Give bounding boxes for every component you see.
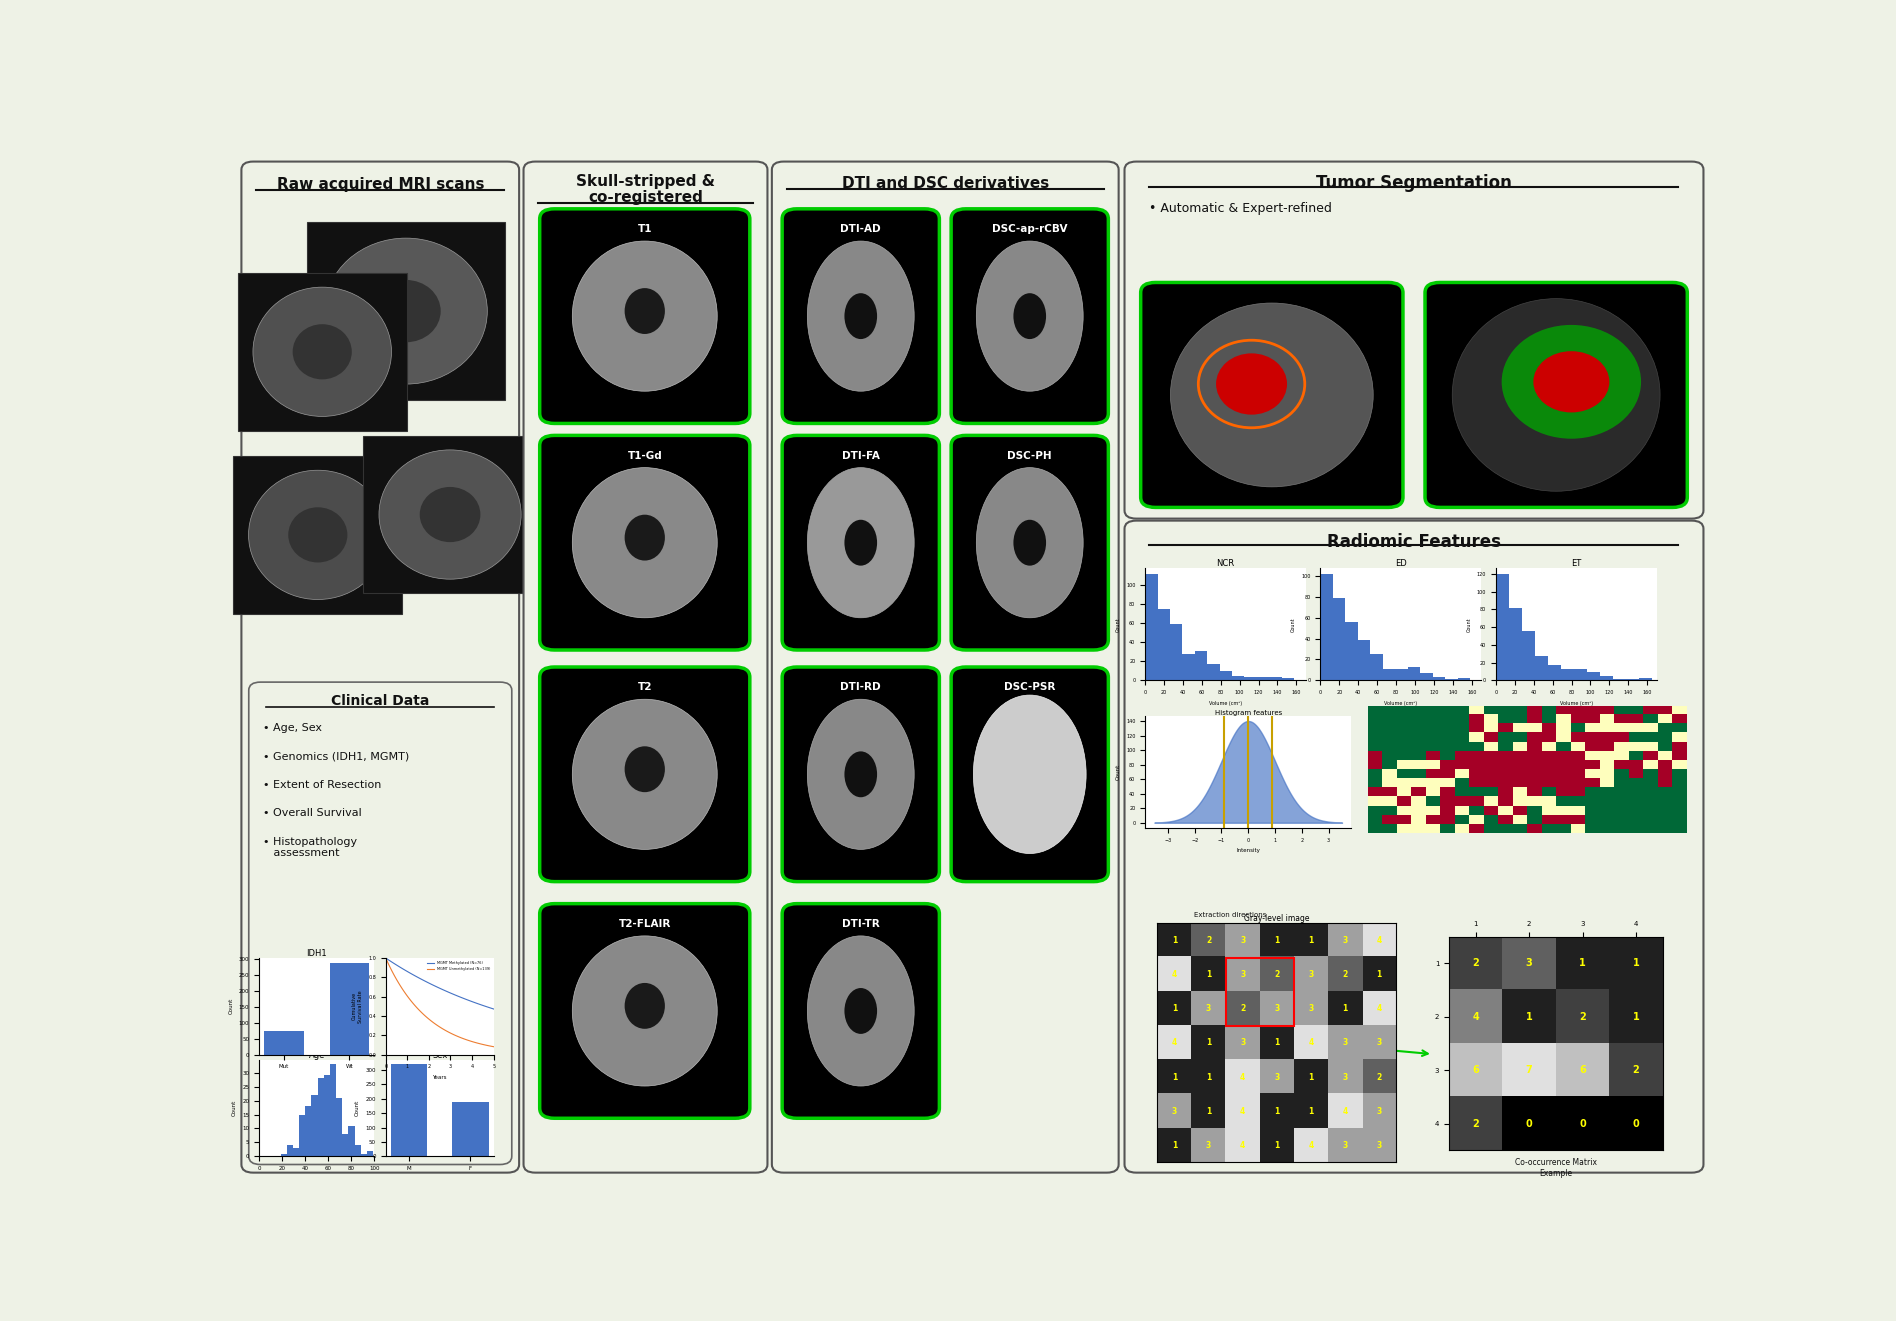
FancyBboxPatch shape xyxy=(1426,283,1687,507)
FancyBboxPatch shape xyxy=(233,456,402,614)
FancyBboxPatch shape xyxy=(952,667,1109,881)
Ellipse shape xyxy=(1170,303,1373,487)
Ellipse shape xyxy=(573,468,717,618)
Ellipse shape xyxy=(419,487,480,542)
Text: • Genomics (IDH1, MGMT): • Genomics (IDH1, MGMT) xyxy=(264,752,410,761)
Ellipse shape xyxy=(844,752,878,798)
Text: Skull-stripped &: Skull-stripped & xyxy=(576,174,715,189)
FancyBboxPatch shape xyxy=(952,209,1109,424)
Text: θ=135°: θ=135° xyxy=(1198,996,1219,1001)
FancyBboxPatch shape xyxy=(307,222,504,400)
Text: DTI and DSC derivatives: DTI and DSC derivatives xyxy=(842,176,1048,190)
Ellipse shape xyxy=(808,699,914,849)
FancyBboxPatch shape xyxy=(1141,283,1403,507)
FancyBboxPatch shape xyxy=(952,436,1109,650)
FancyBboxPatch shape xyxy=(364,436,537,593)
Text: T1-Gd: T1-Gd xyxy=(628,450,662,461)
FancyBboxPatch shape xyxy=(241,161,520,1173)
Ellipse shape xyxy=(1014,519,1047,565)
Text: DTI-TR: DTI-TR xyxy=(842,919,880,929)
Ellipse shape xyxy=(844,293,878,339)
FancyBboxPatch shape xyxy=(248,682,512,1165)
Text: DTI-FA: DTI-FA xyxy=(842,450,880,461)
Text: DTI-RD: DTI-RD xyxy=(840,682,882,692)
Text: DSC-PH: DSC-PH xyxy=(1007,450,1052,461)
FancyBboxPatch shape xyxy=(540,436,749,650)
FancyBboxPatch shape xyxy=(783,667,939,881)
Text: • Histopathology
   assessment: • Histopathology assessment xyxy=(264,836,358,859)
Ellipse shape xyxy=(844,519,878,565)
Ellipse shape xyxy=(379,450,521,579)
Ellipse shape xyxy=(252,287,391,416)
Text: θ=0°: θ=0° xyxy=(1303,1029,1316,1034)
Text: Clinical Data: Clinical Data xyxy=(332,695,430,708)
Text: • Automatic & Expert-refined: • Automatic & Expert-refined xyxy=(1149,202,1333,215)
Text: DSC-PSR: DSC-PSR xyxy=(1005,682,1056,692)
Ellipse shape xyxy=(624,983,665,1029)
FancyBboxPatch shape xyxy=(783,436,939,650)
Ellipse shape xyxy=(973,695,1086,853)
Ellipse shape xyxy=(1014,293,1047,339)
Ellipse shape xyxy=(808,240,914,391)
Text: • Age, Sex: • Age, Sex xyxy=(264,723,322,733)
Text: • Extent of Resection: • Extent of Resection xyxy=(264,779,381,790)
Text: T1: T1 xyxy=(637,225,652,234)
Text: Raw acquired MRI scans: Raw acquired MRI scans xyxy=(277,177,483,192)
Text: T2: T2 xyxy=(637,682,652,692)
Ellipse shape xyxy=(288,507,347,563)
FancyBboxPatch shape xyxy=(783,904,939,1119)
FancyBboxPatch shape xyxy=(540,209,749,424)
FancyBboxPatch shape xyxy=(523,161,768,1173)
FancyBboxPatch shape xyxy=(237,273,408,431)
Text: DTI-AD: DTI-AD xyxy=(840,225,882,234)
Ellipse shape xyxy=(976,240,1083,391)
Ellipse shape xyxy=(624,515,665,560)
FancyBboxPatch shape xyxy=(540,667,749,881)
Text: DSC-ap-rCBV: DSC-ap-rCBV xyxy=(992,225,1067,234)
Ellipse shape xyxy=(808,935,914,1086)
FancyBboxPatch shape xyxy=(1124,520,1703,1173)
Ellipse shape xyxy=(573,699,717,849)
Ellipse shape xyxy=(1215,353,1287,415)
Ellipse shape xyxy=(624,288,665,334)
FancyBboxPatch shape xyxy=(783,209,939,424)
Text: θ=90°: θ=90° xyxy=(1246,991,1263,996)
Text: Co-occurrence Matrix
Example: Co-occurrence Matrix Example xyxy=(1515,1159,1596,1178)
Text: • Overall Survival: • Overall Survival xyxy=(264,808,362,818)
Ellipse shape xyxy=(624,746,665,793)
Ellipse shape xyxy=(976,468,1083,618)
Ellipse shape xyxy=(1452,299,1661,491)
Ellipse shape xyxy=(324,238,487,384)
FancyBboxPatch shape xyxy=(540,904,749,1119)
Ellipse shape xyxy=(808,468,914,618)
Ellipse shape xyxy=(292,324,353,379)
FancyBboxPatch shape xyxy=(1124,161,1703,519)
Ellipse shape xyxy=(1534,351,1610,412)
Ellipse shape xyxy=(248,470,387,600)
Text: Tumor Segmentation: Tumor Segmentation xyxy=(1316,174,1511,192)
Text: θ=45°: θ=45° xyxy=(1293,996,1310,1001)
Ellipse shape xyxy=(372,280,440,342)
Ellipse shape xyxy=(573,935,717,1086)
Text: co-registered: co-registered xyxy=(588,190,703,205)
Text: Extraction directions: Extraction directions xyxy=(1194,913,1267,918)
FancyBboxPatch shape xyxy=(772,161,1119,1173)
Ellipse shape xyxy=(1502,325,1642,439)
Ellipse shape xyxy=(844,988,878,1034)
Text: Radiomic Features: Radiomic Features xyxy=(1327,532,1502,551)
Text: T2-FLAIR: T2-FLAIR xyxy=(618,919,671,929)
Ellipse shape xyxy=(573,240,717,391)
